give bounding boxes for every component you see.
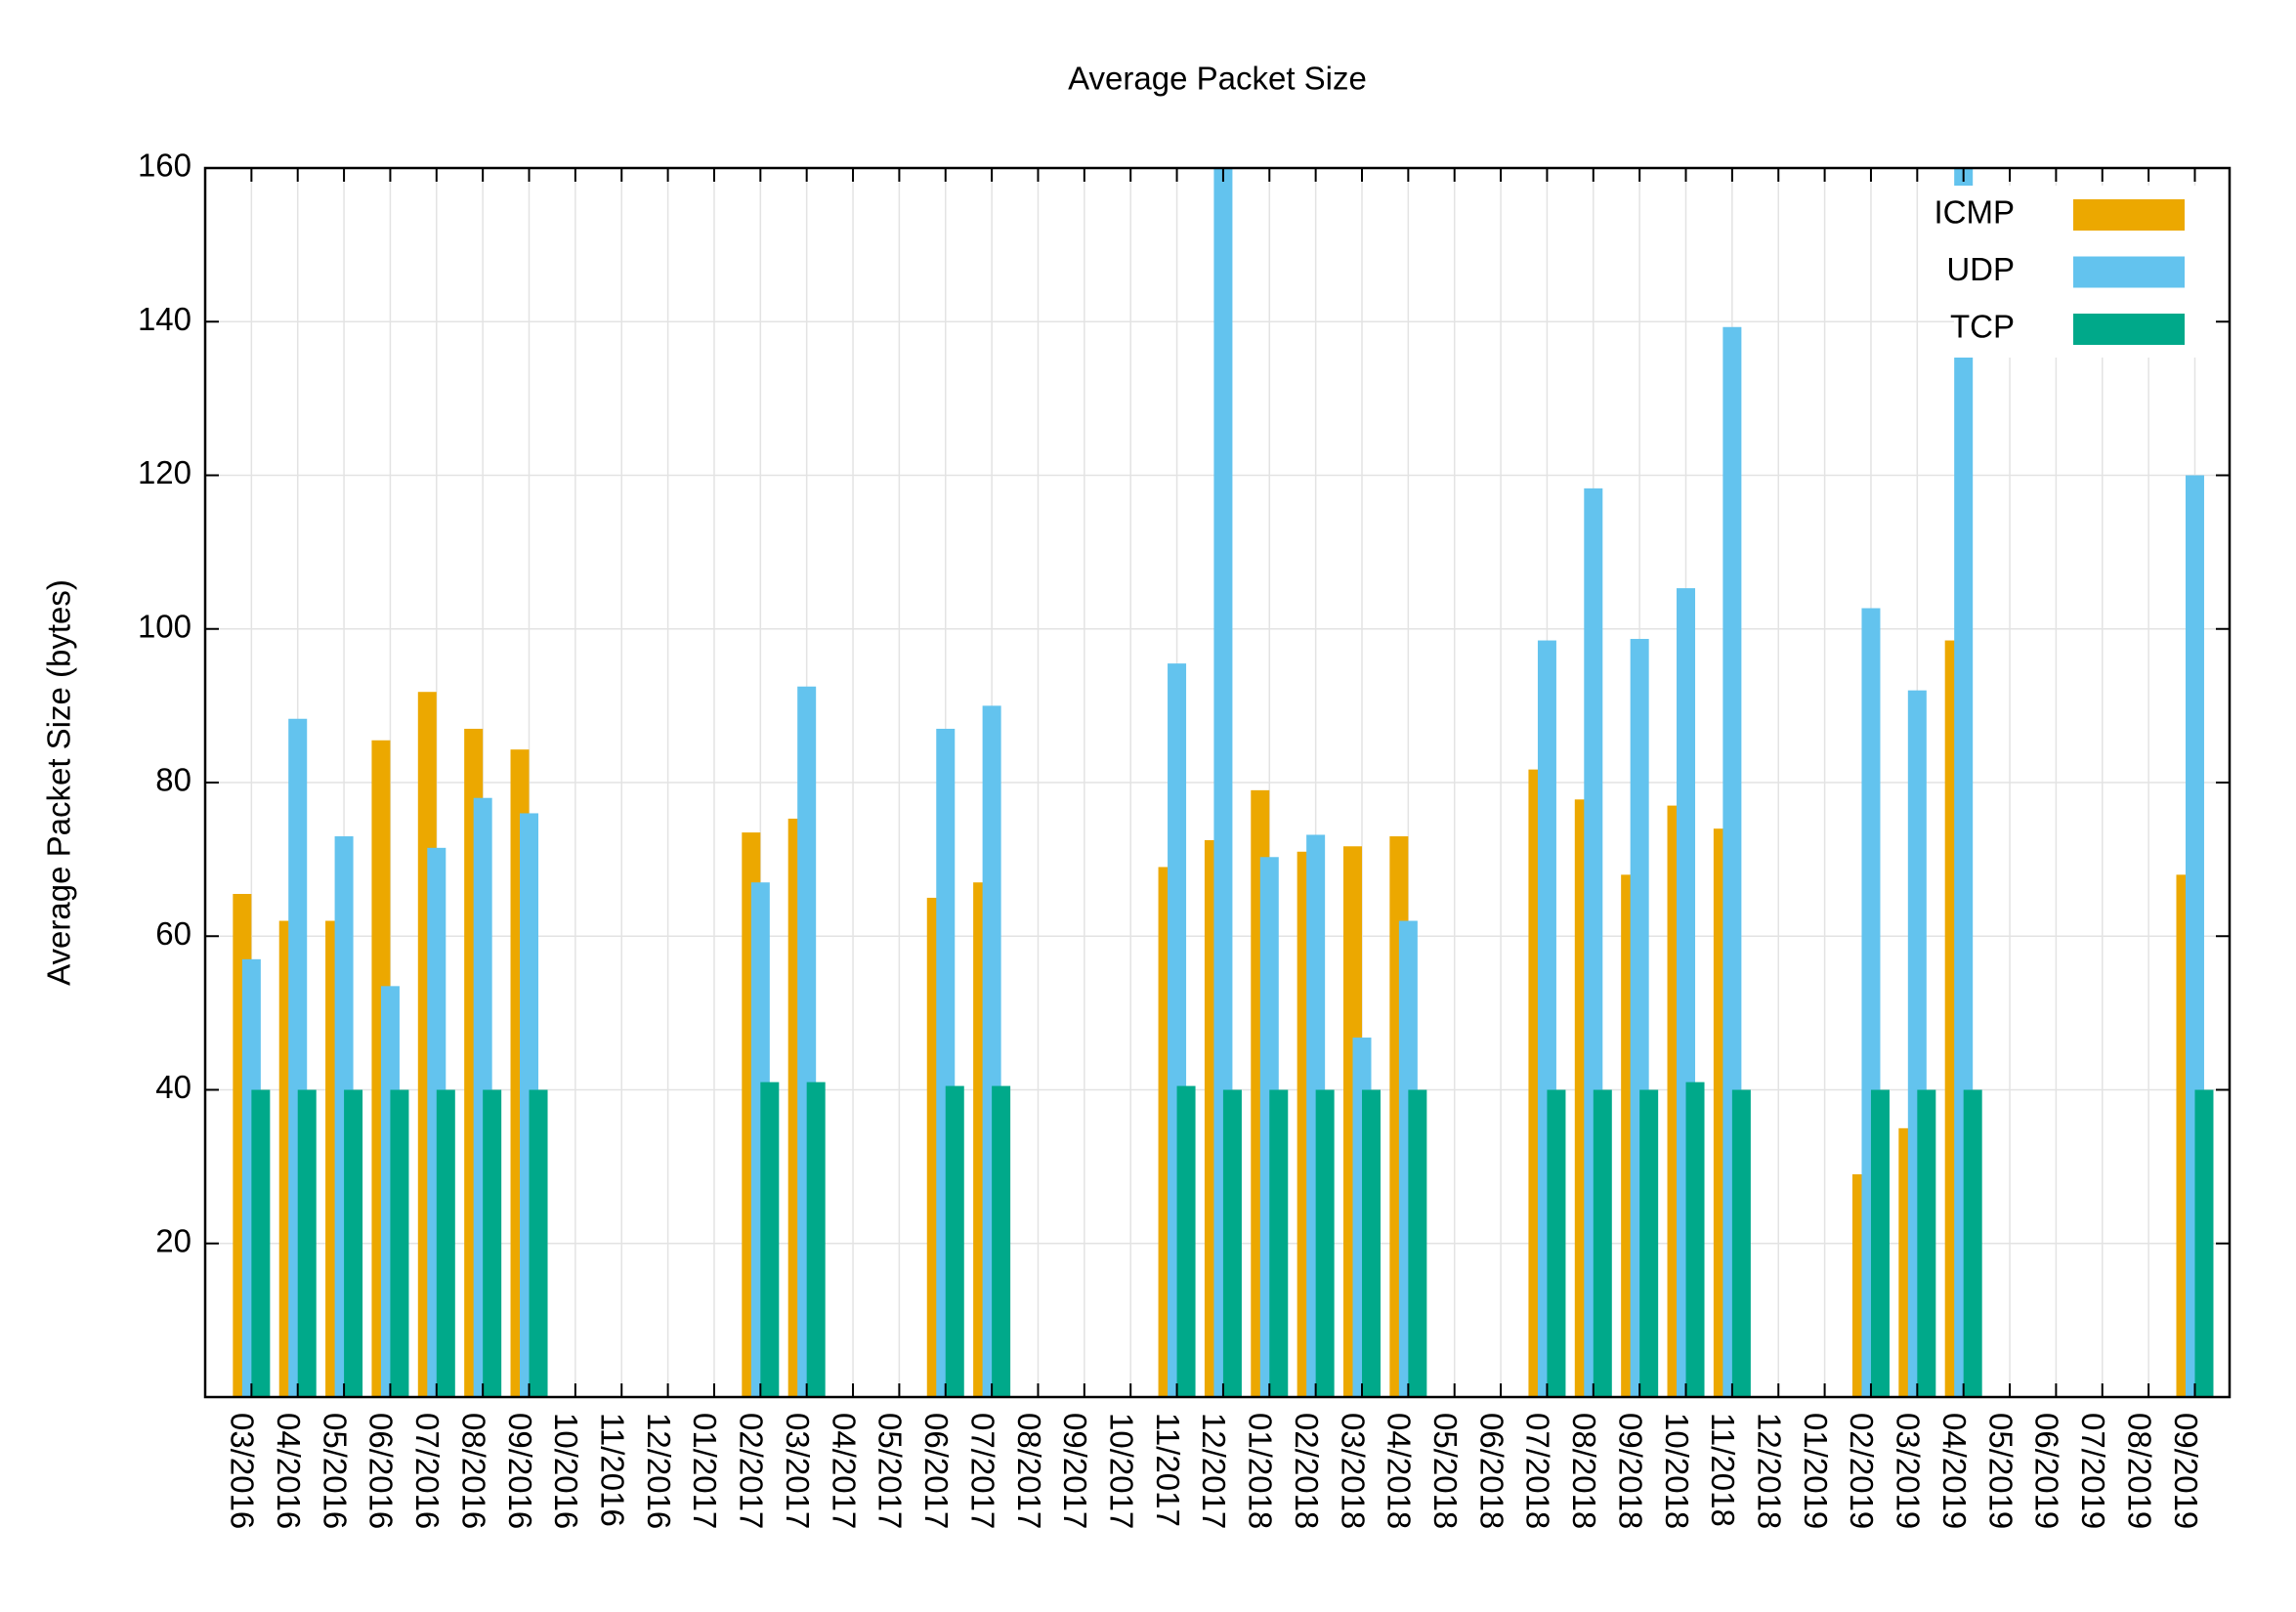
bar (1362, 1089, 1381, 1397)
x-tick-label: 06/2016 (363, 1413, 400, 1529)
x-tick-label: 03/2017 (780, 1413, 816, 1529)
y-tick-label: 100 (138, 608, 191, 644)
bar (992, 1085, 1011, 1397)
y-tick-label: 40 (155, 1069, 191, 1105)
bar (806, 1082, 826, 1397)
x-tick-label: 07/2019 (2075, 1413, 2111, 1529)
bar (1593, 1089, 1612, 1397)
bar (1731, 1089, 1751, 1397)
x-tick-label: 06/2019 (2029, 1413, 2065, 1529)
x-tick-label: 02/2019 (1844, 1413, 1880, 1529)
x-tick-label: 02/2018 (1289, 1413, 1325, 1529)
x-tick-label: 04/2019 (1936, 1413, 1973, 1529)
x-tick-label: 03/2019 (1891, 1413, 1927, 1529)
x-tick-label: 05/2019 (1982, 1413, 2019, 1529)
x-tick-label: 12/2017 (1196, 1413, 1232, 1529)
x-tick-label: 03/2016 (225, 1413, 261, 1529)
bar (1315, 1089, 1335, 1397)
x-tick-label: 10/2017 (1103, 1413, 1139, 1529)
x-tick-label: 05/2017 (872, 1413, 909, 1529)
x-tick-label: 08/2018 (1566, 1413, 1602, 1529)
legend-label: UDP (1946, 251, 2015, 287)
x-tick-label: 04/2017 (826, 1413, 862, 1529)
x-tick-label: 03/2018 (1335, 1413, 1371, 1529)
bar (483, 1089, 502, 1397)
x-tick-label: 01/2019 (1798, 1413, 1834, 1529)
x-tick-label: 08/2016 (455, 1413, 491, 1529)
chart-title: Average Packet Size (1068, 61, 1367, 97)
bar (436, 1089, 455, 1397)
y-tick-label: 60 (155, 915, 191, 952)
y-tick-label: 20 (155, 1222, 191, 1258)
y-tick-label: 120 (138, 454, 191, 490)
legend-swatch (2073, 314, 2185, 345)
legend-swatch (2073, 199, 2185, 231)
bar (1870, 1089, 1890, 1397)
bar (251, 1089, 271, 1397)
bar (2194, 1089, 2214, 1397)
bar (297, 1089, 317, 1397)
x-tick-label: 02/2017 (734, 1413, 770, 1529)
bar (945, 1085, 964, 1397)
x-tick-label: 07/2017 (964, 1413, 1000, 1529)
x-tick-label: 08/2017 (1011, 1413, 1047, 1529)
x-tick-label: 12/2016 (641, 1413, 677, 1529)
x-tick-label: 07/2016 (409, 1413, 446, 1529)
bar (1685, 1082, 1705, 1397)
x-tick-label: 01/2017 (687, 1413, 723, 1529)
bar (344, 1089, 363, 1397)
x-tick-label: 08/2019 (2121, 1413, 2157, 1529)
x-tick-label: 05/2018 (1427, 1413, 1464, 1529)
bar (1639, 1089, 1659, 1397)
y-axis-label: Average Packet Size (bytes) (41, 579, 77, 986)
plot-frame (203, 166, 2232, 1399)
x-tick-label: 10/2018 (1659, 1413, 1695, 1529)
x-tick-label: 09/2016 (502, 1413, 538, 1529)
bar (1963, 1089, 1982, 1397)
x-tick-label: 10/2016 (548, 1413, 584, 1529)
x-tick-label: 06/2018 (1473, 1413, 1509, 1529)
x-tick-label: 12/2018 (1752, 1413, 1788, 1529)
bar (390, 1089, 409, 1397)
x-tick-label: 01/2018 (1243, 1413, 1279, 1529)
x-tick-label: 09/2017 (1057, 1413, 1093, 1529)
bar (1176, 1085, 1196, 1397)
y-tick-label: 160 (138, 148, 191, 184)
x-tick-label: 06/2017 (918, 1413, 955, 1529)
y-tick-label: 80 (155, 762, 191, 798)
bar (760, 1082, 780, 1397)
x-tick-label: 11/2018 (1705, 1413, 1741, 1527)
y-tick-label: 140 (138, 301, 191, 337)
legend-label: ICMP (1935, 194, 2016, 231)
x-tick-label: 05/2016 (317, 1413, 353, 1529)
x-tick-label: 09/2019 (2168, 1413, 2204, 1529)
legend-label: TCP (1950, 309, 2015, 345)
bar (1269, 1089, 1289, 1397)
x-tick-label: 04/2016 (271, 1413, 307, 1529)
x-tick-label: 11/2016 (595, 1413, 631, 1527)
x-tick-label: 07/2018 (1520, 1413, 1556, 1529)
bar (1547, 1089, 1566, 1397)
x-tick-label: 04/2018 (1382, 1413, 1418, 1529)
legend-swatch (2073, 256, 2185, 288)
bar (529, 1089, 548, 1397)
bar (1917, 1089, 1936, 1397)
x-tick-label: 11/2017 (1150, 1413, 1186, 1527)
bar (1408, 1089, 1427, 1397)
x-tick-label: 09/2018 (1612, 1413, 1648, 1529)
bar (1222, 1089, 1242, 1397)
